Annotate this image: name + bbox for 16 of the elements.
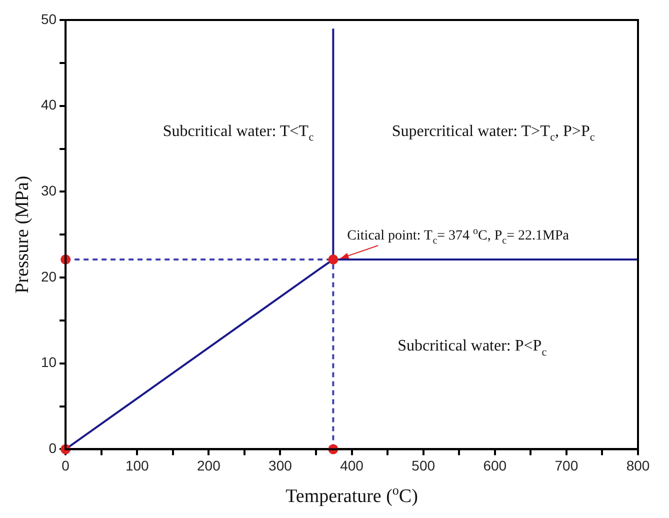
x-tick-label: 600 — [483, 457, 507, 474]
y-tick-label: 50 — [40, 10, 57, 27]
x-tick-label: 300 — [268, 457, 292, 474]
y-axis-title: Pressure (MPa) — [12, 176, 33, 294]
x-tick-label: 800 — [626, 457, 650, 474]
x-tick-label: 200 — [197, 457, 221, 474]
x-tick-label: 100 — [125, 457, 150, 474]
x-tick-label: 400 — [340, 457, 364, 474]
y-tick-label: 30 — [40, 182, 57, 199]
x-tick-label: 0 — [62, 457, 70, 474]
y-tick-label: 40 — [40, 96, 57, 113]
y-tick-label: 10 — [40, 354, 57, 370]
x-tick-label: 500 — [412, 457, 436, 474]
y-tick-label: 20 — [40, 268, 57, 284]
y-tick-label: 0 — [48, 440, 57, 456]
x-tick-label: 700 — [554, 457, 578, 474]
